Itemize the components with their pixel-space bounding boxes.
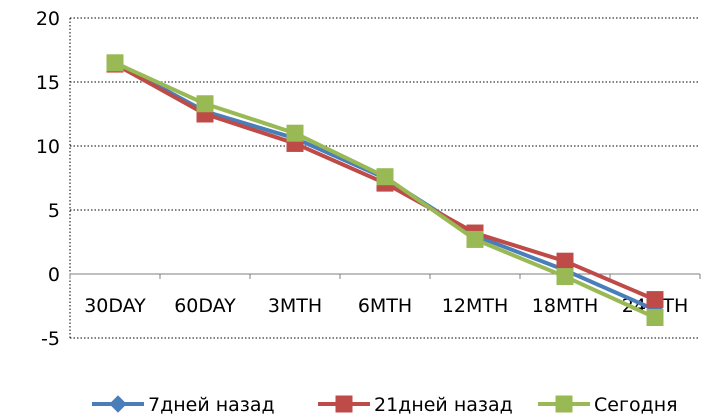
series-layer — [106, 54, 664, 327]
x-tick-label: 3MTH — [268, 295, 322, 317]
legend-marker — [335, 395, 353, 413]
y-tick-label: 0 — [48, 264, 60, 286]
legend-item-3: Сегодня — [538, 394, 678, 416]
legend-marker — [555, 395, 573, 413]
data-point — [646, 309, 664, 327]
data-point — [556, 252, 574, 270]
data-point — [466, 230, 484, 248]
data-point — [646, 291, 664, 309]
legend-item-1: 7дней назад — [92, 394, 275, 416]
legend-item-2: 21дней назад — [318, 394, 513, 416]
data-point — [196, 95, 214, 113]
x-tick-label: 60DAY — [174, 295, 236, 317]
legend-label: 7дней назад — [148, 394, 275, 416]
legend-label: 21дней назад — [374, 394, 513, 416]
x-tick-label: 12MTH — [442, 295, 508, 317]
x-tick-label: 6MTH — [358, 295, 412, 317]
x-tick-label: 18MTH — [532, 295, 598, 317]
legend-label: Сегодня — [594, 394, 678, 416]
y-tick-label: 15 — [36, 72, 60, 94]
x-tick-labels: 30DAY60DAY3MTH6MTH12MTH18MTH24MTH — [84, 295, 688, 317]
data-point — [556, 268, 574, 286]
y-tick-label: 5 — [48, 200, 60, 222]
legend-marker — [109, 395, 127, 413]
y-tick-label: -5 — [41, 328, 60, 350]
y-tick-label: 10 — [36, 136, 60, 158]
y-tick-label: 20 — [36, 8, 60, 30]
x-tick-label: 30DAY — [84, 295, 146, 317]
data-point — [376, 168, 394, 186]
legend: 7дней назад 21дней назад Сегодня — [92, 394, 678, 416]
y-tick-labels: 20 15 10 5 0 -5 — [36, 8, 60, 350]
series-3 — [106, 54, 664, 327]
data-point — [286, 124, 304, 142]
data-point — [106, 54, 124, 72]
